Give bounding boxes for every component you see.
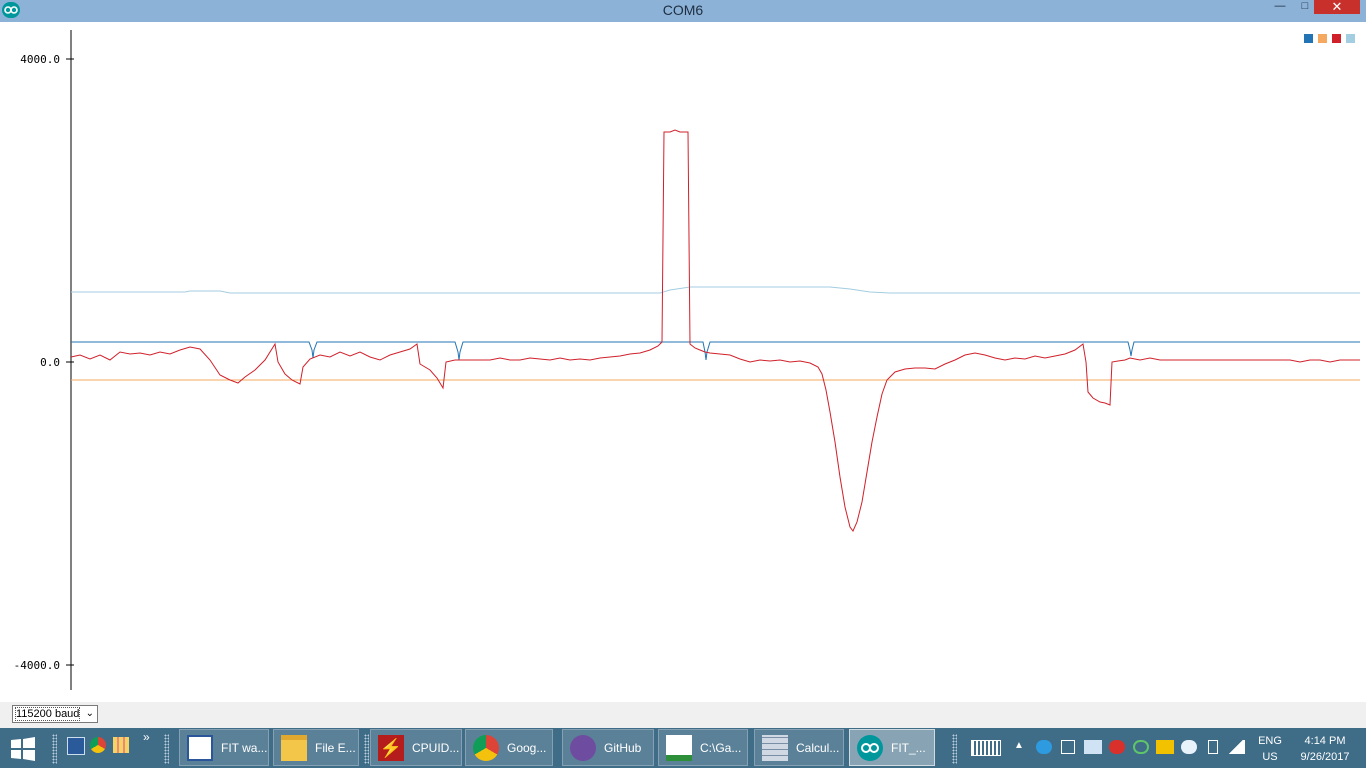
plotter-bottom-bar: 115200 baud ⌄ xyxy=(0,702,1366,728)
baud-rate-select[interactable]: 115200 baud ⌄ xyxy=(12,705,98,723)
taskbar-item-label: C:\Ga... xyxy=(700,741,742,755)
document-icon xyxy=(187,735,213,761)
taskbar: » FIT wa... File E... ⚡ CPUID... Goog...… xyxy=(0,728,1366,768)
plot-canvas: 4000.0 0.0 -4000.0 xyxy=(14,30,1360,690)
taskbar-item-label: FIT wa... xyxy=(221,741,268,755)
legend-swatch xyxy=(1318,34,1327,43)
series-line-red xyxy=(70,129,1360,532)
chrome-icon[interactable] xyxy=(90,737,106,753)
serial-plotter: 4000.0 0.0 -4000.0 xyxy=(0,22,1366,702)
maximize-button[interactable]: □ xyxy=(1301,0,1309,12)
legend-swatch xyxy=(1304,34,1313,43)
taskbar-item-arduino[interactable]: FIT_... xyxy=(849,729,935,766)
y-tick-label: 4000.0 xyxy=(20,53,60,66)
title-bar: COM6 — □ ✕ xyxy=(0,0,1366,22)
folder-icon xyxy=(281,735,307,761)
signal-icon[interactable] xyxy=(1227,740,1245,754)
taskbar-item-label: File E... xyxy=(315,741,356,755)
legend-swatch xyxy=(1346,34,1355,43)
calculator-icon xyxy=(762,735,788,761)
window-title: COM6 xyxy=(662,2,704,18)
window-icon[interactable] xyxy=(1061,740,1075,754)
clock-time: 4:14 PM xyxy=(1304,735,1346,747)
taskbar-grip[interactable] xyxy=(952,734,957,764)
legend-swatch xyxy=(1332,34,1341,43)
windows-start-icon[interactable] xyxy=(8,736,38,762)
taskbar-item-label: CPUID... xyxy=(412,741,460,755)
touch-keyboard-icon[interactable] xyxy=(971,740,1001,756)
taskbar-item-cpuid[interactable]: ⚡ CPUID... xyxy=(370,729,462,766)
taskbar-item-label: Goog... xyxy=(507,741,547,755)
system-clock[interactable]: 4:14 PM 9/26/2017 xyxy=(1292,733,1358,765)
series-line-dark-blue xyxy=(71,341,1360,361)
taskbar-item-chrome[interactable]: Goog... xyxy=(465,729,553,766)
arduino-icon xyxy=(857,735,883,761)
arduino-icon xyxy=(2,2,20,18)
series-line-light-blue xyxy=(71,286,1360,294)
show-hidden-icons-icon[interactable]: ▲ xyxy=(1014,740,1024,751)
taskbar-item-label: Calcul... xyxy=(796,741,840,755)
minimize-button[interactable]: — xyxy=(1274,0,1286,12)
taskbar-item-fit-document[interactable]: FIT wa... xyxy=(179,729,269,766)
taskbar-item-github[interactable]: GitHub xyxy=(562,729,654,766)
chart-editor-icon xyxy=(666,735,692,761)
taskbar-item-calculator[interactable]: Calcul... xyxy=(754,729,844,766)
battery-icon[interactable] xyxy=(1208,740,1218,754)
taskbar-grip[interactable] xyxy=(364,734,369,764)
taskbar-grip[interactable] xyxy=(164,734,169,764)
clock-date: 9/26/2017 xyxy=(1300,751,1350,763)
cloud-upload-icon[interactable] xyxy=(1181,740,1197,754)
volume-muted-icon[interactable] xyxy=(1109,740,1125,754)
recycle-icon[interactable] xyxy=(1133,740,1149,754)
taskbar-item-label: FIT_... xyxy=(891,741,926,755)
language-code: ENG xyxy=(1258,735,1282,747)
taskbar-item-chart-editor[interactable]: C:\Ga... xyxy=(658,729,748,766)
chevron-down-icon: ⌄ xyxy=(85,708,94,719)
taskbar-item-label: GitHub xyxy=(604,741,642,755)
language-indicator[interactable]: ENG US xyxy=(1257,733,1283,765)
taskbar-item-file-explorer[interactable]: File E... xyxy=(273,729,359,766)
quick-launch-more[interactable]: » xyxy=(143,730,150,744)
warning-icon[interactable] xyxy=(1156,740,1174,754)
desktop-icon[interactable] xyxy=(67,737,85,755)
baud-rate-value: 115200 baud xyxy=(14,707,81,721)
cpuid-icon: ⚡ xyxy=(378,735,404,761)
keyboard-region: US xyxy=(1262,751,1278,763)
y-tick-label: 0.0 xyxy=(40,356,60,369)
sync-icon[interactable] xyxy=(1036,740,1052,754)
chrome-icon xyxy=(473,735,499,761)
github-icon xyxy=(570,735,596,761)
close-button[interactable]: ✕ xyxy=(1314,0,1360,14)
apps-icon[interactable] xyxy=(113,737,129,753)
taskbar-grip[interactable] xyxy=(52,734,57,764)
monitor-icon[interactable] xyxy=(1084,740,1102,754)
y-tick-label: -4000.0 xyxy=(14,659,60,672)
